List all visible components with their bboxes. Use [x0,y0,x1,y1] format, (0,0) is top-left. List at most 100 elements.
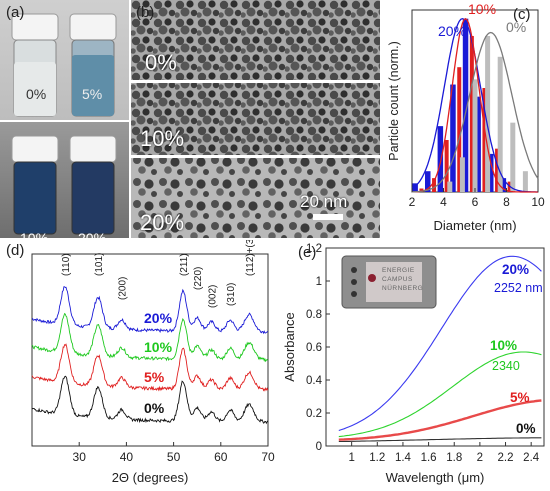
peak-label: (211) [179,253,190,276]
vial-photo-top [0,0,129,120]
inset-sample [366,262,422,302]
y-axis-label: Particle count (norm.) [387,41,401,160]
inset-text: NÜRNBERG [382,284,423,292]
panel-d-label: (d) [6,242,25,259]
inset-dot [351,279,357,285]
scale-bar [313,214,343,220]
histogram-bar [444,140,449,192]
vial-pair-bottom [11,135,117,235]
x-tick-label: 4 [440,195,447,209]
vial-label-0: 0% [26,86,47,102]
absorbance-curve-10pct [338,351,542,438]
vial-label-5: 5% [82,86,103,102]
tem-strip-10 [131,83,380,155]
vial-pair-top [11,13,117,117]
absorbance-chart: 1 1.2 1.4 1.6 1.8 2 2.2 2.400.20.40.60.811.2Wav… [282,243,545,485]
x-tick-label: 30 [73,450,87,464]
curve-label: 5% [510,390,530,405]
gaussian-fit-0pct [412,31,539,193]
peak-label: (101) [94,253,105,276]
x-tick-label: 1.8 [446,452,462,464]
histogram-bar [482,88,487,192]
x-tick-label: 2.4 [523,452,540,464]
x-tick-label: 6 [472,195,479,209]
peak-label: (200) [118,277,129,300]
x-tick-label: 1.4 [395,452,412,464]
xrd-curve-0pct [31,375,269,425]
curve-label: 10% [490,338,517,353]
inset-text: ENERGIE [382,267,415,274]
size-distribution-chart: 2 4 6 8 10 Diameter (nm) Particle count (norm.… [387,1,545,233]
histogram-bar [437,126,444,192]
x-tick-label: 8 [503,195,510,209]
x-tick-label: 50 [167,450,181,464]
tem-strip-20 [131,158,380,238]
x-tick-label: 10 [531,195,545,209]
vial-photo-bottom [0,122,129,238]
tem-label-10: 10% [140,126,185,151]
absorbance-curve-0pct [338,437,542,443]
histogram-bar [412,183,418,192]
curve-label: 0% [144,400,165,416]
panel-e-label: (e) [298,244,317,261]
curve-label: 20% [502,262,529,277]
curve-label: 0% [516,421,536,436]
absorbance-curve-20pct [338,255,542,432]
histogram-bar [419,188,424,192]
panel-a-label: (a) [6,4,25,21]
histogram-bar [462,18,469,192]
curve-label: 10% [144,339,173,355]
histogram-bar [472,79,478,192]
series-label: 10% [468,1,496,17]
scale-bar-label: 20 nm [300,192,348,211]
x-tick-label: 1.6 [421,452,437,464]
histogram-bar [475,96,481,192]
x-tick-label: 1 [348,452,354,464]
histogram-bar [497,56,503,192]
curve-label: 2252 nm [494,281,543,295]
histogram-bar [510,122,516,192]
absorbance-curve-5pct [338,399,542,441]
strip-divider [131,80,380,83]
x-tick-label: 2 [409,195,416,209]
panel-b-label: (b) [136,4,155,21]
strip-divider [131,155,380,158]
tem-strip-0 [131,0,380,80]
y-tick-label: 0.8 [306,309,322,321]
x-tick-label: 60 [214,450,228,464]
tem-micrographs [131,0,380,238]
series-label: 0% [506,19,526,35]
histogram-bar [469,36,474,192]
curve-label: 2340 [492,359,520,373]
histogram-bar [457,67,462,192]
x-axis-label: Diameter (nm) [433,218,516,233]
peak-label: (002) [207,285,218,308]
peak-label: (310) [226,283,237,306]
y-tick-label: 0.2 [306,408,322,420]
histogram-bar [432,178,437,192]
histogram-bar [450,84,456,192]
x-tick-label: 40 [120,450,134,464]
inset-dot [351,291,357,297]
curve-label: 20% [144,310,173,326]
x-axis-label: 2Θ (degrees) [112,470,189,485]
y-tick-label: 0.4 [306,375,323,387]
peak-label: (110) [61,253,72,276]
x-tick-label: 2.2 [498,452,514,464]
inset-text: CAMPUS [382,276,413,283]
xrd-curve-20pct [32,286,269,335]
series-label: 20% [438,23,466,39]
peak-label: (220) [193,267,204,290]
x-tick-label: 2 [477,452,483,464]
histogram-bar [459,157,465,192]
vial-label-10: 10% [20,230,49,246]
xrd-chart: (110) (101) (200) (211)(220)(002) (310) (112)… [31,240,275,485]
histogram-bar [485,36,491,192]
x-tick-label: 70 [261,450,275,464]
histogram-bar [488,153,494,192]
y-tick-label: 1 [316,276,322,288]
y-tick-label: 0.6 [306,342,322,354]
histogram-bar [447,181,453,192]
xrd-curve-10pct [31,312,269,363]
curve-label: 5% [144,369,165,385]
